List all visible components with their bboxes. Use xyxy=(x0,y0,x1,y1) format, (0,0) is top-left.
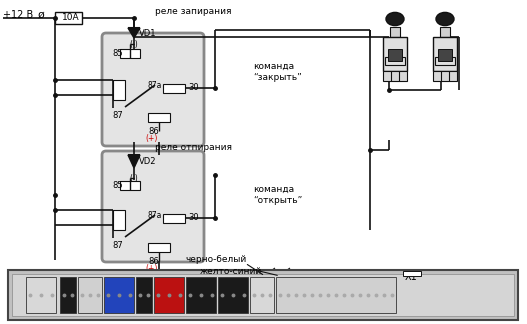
Bar xyxy=(113,80,125,100)
Text: команда
“закрыть”: команда “закрыть” xyxy=(253,62,302,82)
Text: черно-белый: черно-белый xyxy=(185,256,246,264)
Bar xyxy=(136,277,152,313)
Bar xyxy=(55,12,82,24)
Text: VD1: VD1 xyxy=(139,29,157,38)
Ellipse shape xyxy=(386,12,404,26)
Bar xyxy=(163,84,185,93)
Bar xyxy=(120,49,140,58)
Bar xyxy=(390,27,400,37)
Bar xyxy=(276,277,396,313)
Text: 85: 85 xyxy=(112,180,123,190)
Bar xyxy=(163,214,185,223)
Bar xyxy=(385,57,405,65)
Bar xyxy=(435,57,455,65)
Bar xyxy=(433,71,457,81)
Text: ø: ø xyxy=(38,10,45,20)
Text: 30: 30 xyxy=(188,214,199,223)
Bar xyxy=(104,277,134,313)
Text: команда
“открыть”: команда “открыть” xyxy=(253,185,302,205)
Bar xyxy=(113,210,125,230)
Text: реле отпирания: реле отпирания xyxy=(155,144,232,153)
Text: 87: 87 xyxy=(112,240,123,249)
Text: желто-синий: желто-синий xyxy=(200,268,262,276)
Bar xyxy=(433,37,457,71)
Bar xyxy=(148,113,170,122)
Text: 85: 85 xyxy=(112,49,123,57)
Polygon shape xyxy=(128,28,140,38)
Bar xyxy=(383,71,407,81)
Bar xyxy=(148,243,170,252)
Text: 87: 87 xyxy=(112,110,123,120)
Text: VD2: VD2 xyxy=(139,157,157,166)
Ellipse shape xyxy=(436,12,454,26)
Text: +12 В: +12 В xyxy=(3,10,33,20)
Bar xyxy=(60,277,76,313)
Text: 86: 86 xyxy=(148,257,159,265)
Bar xyxy=(78,277,102,313)
Bar xyxy=(154,277,184,313)
Bar xyxy=(218,277,248,313)
Text: 87a: 87a xyxy=(148,211,162,219)
Bar xyxy=(438,49,452,61)
Bar xyxy=(26,277,56,313)
Text: 86: 86 xyxy=(148,126,159,135)
Bar xyxy=(383,37,407,71)
Polygon shape xyxy=(128,155,140,168)
Text: (-): (-) xyxy=(130,173,139,182)
Bar xyxy=(186,277,216,313)
Text: 87a: 87a xyxy=(148,80,162,89)
Bar xyxy=(12,274,514,316)
Text: 10A: 10A xyxy=(62,14,80,22)
Text: реле запирания: реле запирания xyxy=(155,7,231,17)
Text: 30: 30 xyxy=(188,84,199,92)
Text: X1: X1 xyxy=(405,272,418,282)
Text: (+): (+) xyxy=(146,263,158,272)
Text: (+): (+) xyxy=(146,134,158,144)
Bar xyxy=(120,181,140,190)
Text: (-): (-) xyxy=(130,40,139,49)
FancyBboxPatch shape xyxy=(102,151,204,262)
Bar xyxy=(403,271,421,276)
FancyBboxPatch shape xyxy=(102,33,204,146)
Bar xyxy=(440,27,450,37)
Bar xyxy=(8,270,518,320)
Bar xyxy=(388,49,402,61)
Bar xyxy=(250,277,274,313)
